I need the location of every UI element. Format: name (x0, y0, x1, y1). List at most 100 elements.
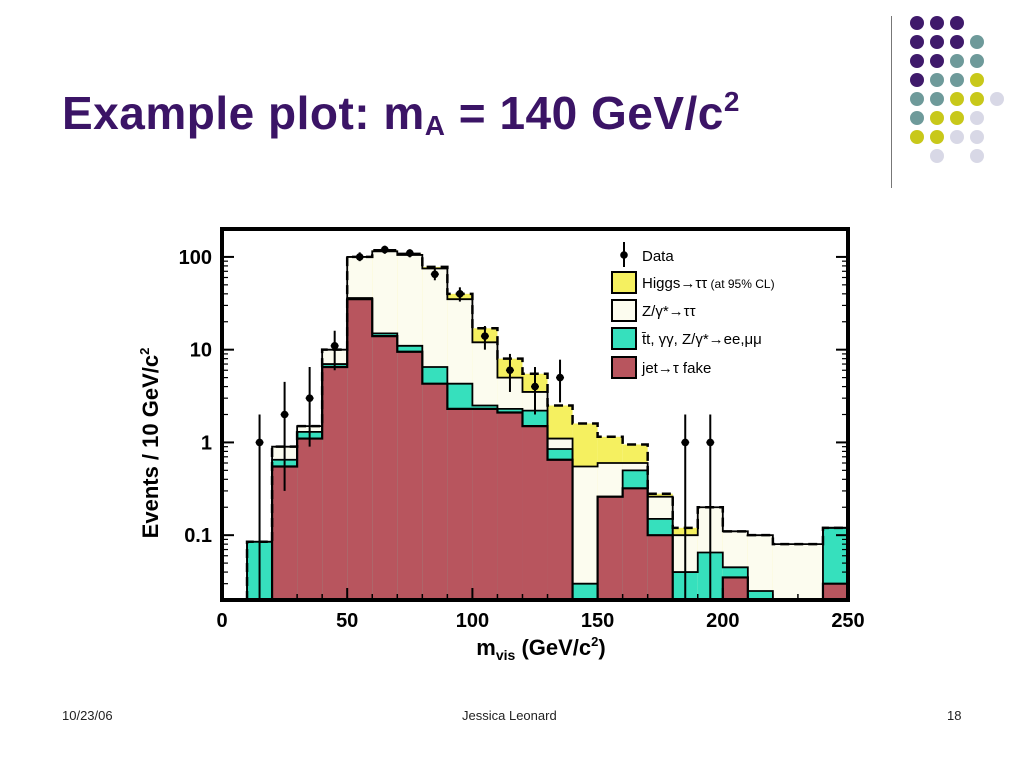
decor-dot (970, 35, 984, 49)
x-axis-label-close: ) (598, 635, 605, 660)
decor-dot (910, 54, 924, 68)
x-tick-label: 0 (216, 610, 227, 632)
data-point (355, 253, 364, 261)
data-point (481, 332, 489, 340)
decor-dot (910, 35, 924, 49)
decor-dot (930, 16, 944, 30)
decor-dot (970, 130, 984, 144)
bar-jet-fake (522, 426, 548, 600)
bar-jet-fake (647, 535, 673, 600)
axis-ticks: 0 50 100 150 200 250 100 10 1 0.1 (179, 247, 865, 632)
data-point (531, 382, 539, 391)
decor-dot (910, 111, 924, 125)
decor-dot (970, 111, 984, 125)
bar-other-bkg (747, 591, 773, 600)
footer-page-number: 18 (947, 708, 962, 723)
decor-dot (950, 92, 964, 106)
bar-jet-fake (372, 336, 398, 600)
title-subscript: A (424, 110, 446, 141)
histogram-figure: 0 50 100 150 200 250 100 10 1 0.1 Data Higgs→ττ (… (130, 215, 880, 675)
title-main: Example plot: m (62, 87, 425, 139)
legend-swatch-fake (611, 356, 637, 379)
bar-other-bkg (572, 583, 598, 600)
legend: Data Higgs→ττ (at 95% CL) Z/γ*→ττ t̄t, γ… (611, 242, 775, 379)
bar-ztautau (572, 466, 598, 600)
bar-ztautau (772, 544, 823, 600)
decor-dot-grid (910, 16, 1010, 166)
y-tick-label: 100 (179, 247, 212, 269)
legend-label-other: t̄t, γγ, Z/γ*→ee,μμ (641, 331, 762, 348)
bar-jet-fake (397, 351, 423, 600)
decor-dot (990, 92, 1004, 106)
bar-jet-fake (472, 408, 498, 600)
data-point (330, 342, 339, 350)
title-rest: = 140 GeV/c (445, 87, 724, 139)
footer-date: 10/23/06 (62, 708, 113, 723)
decor-dot (950, 111, 964, 125)
data-point (456, 290, 464, 298)
data-point (706, 438, 715, 447)
step-outline-jet-fake (247, 298, 850, 602)
x-axis-label: mvis (GeV/c2) (476, 634, 605, 663)
decor-dot (910, 92, 924, 106)
legend-label-ztautau: Z/γ*→ττ (642, 303, 696, 320)
bar-jet-fake (297, 438, 323, 600)
bar-jet-fake (497, 412, 523, 600)
bar-jet-fake (422, 383, 448, 600)
bar-jet-fake (447, 408, 473, 600)
decor-dot (930, 54, 944, 68)
x-tick-label: 150 (581, 610, 614, 632)
bar-jet-fake (597, 496, 623, 600)
legend-swatch-other (611, 327, 637, 350)
bar-jet-fake (547, 459, 573, 600)
title-superscript: 2 (723, 86, 740, 117)
data-point (280, 410, 289, 419)
decor-dot (930, 35, 944, 49)
legend-label-higgs-note: (at 95% CL) (707, 277, 774, 291)
decor-dot (970, 54, 984, 68)
y-tick-label: 1 (201, 432, 212, 454)
x-axis-label-rest: (GeV/c (515, 635, 591, 660)
slide-title: Example plot: mA = 140 GeV/c2 (62, 86, 740, 142)
legend-swatch-higgs (611, 271, 637, 294)
decor-dot (930, 92, 944, 106)
x-tick-label: 50 (336, 610, 358, 632)
data-point (681, 438, 690, 447)
decor-dot (950, 35, 964, 49)
legend-swatch-ztautau (611, 299, 637, 322)
decor-dot (910, 16, 924, 30)
x-tick-label: 250 (831, 610, 864, 632)
decor-dot (930, 130, 944, 144)
data-point (406, 249, 414, 257)
bar-jet-fake (722, 577, 748, 600)
decor-dot (970, 149, 984, 163)
legend-label-higgs: Higgs→ττ (at 95% CL) (642, 275, 775, 292)
decor-dot (970, 73, 984, 87)
y-tick-label: 0.1 (184, 525, 212, 547)
decor-dot (950, 54, 964, 68)
decor-dot (970, 92, 984, 106)
legend-data-marker (620, 242, 628, 267)
x-tick-label: 100 (456, 610, 489, 632)
legend-label-higgs-main: Higgs→ττ (642, 275, 707, 292)
y-axis-label: Events / 10 GeV/c2 (137, 348, 163, 539)
y-axis-label-main: Events / 10 GeV/c (138, 355, 163, 538)
histogram-chart: 0 50 100 150 200 250 100 10 1 0.1 Data Higgs→ττ (… (137, 227, 865, 663)
bar-jet-fake (822, 583, 848, 600)
x-axis-label-main: m (476, 635, 496, 660)
legend-label-data: Data (642, 248, 674, 265)
bar-ztautau (747, 535, 773, 600)
step-outline-ztautau (246, 250, 849, 600)
decor-dot (910, 130, 924, 144)
decor-dot (930, 73, 944, 87)
decor-divider (891, 16, 892, 188)
bar-jet-fake (622, 488, 648, 600)
decor-dot (910, 73, 924, 87)
decor-dot (950, 130, 964, 144)
y-axis-label-sup: 2 (137, 348, 152, 355)
data-point (431, 270, 439, 279)
x-axis-label-sub: vis (496, 647, 516, 663)
data-point (506, 366, 514, 375)
decor-dot (950, 16, 964, 30)
data-point (305, 394, 314, 402)
